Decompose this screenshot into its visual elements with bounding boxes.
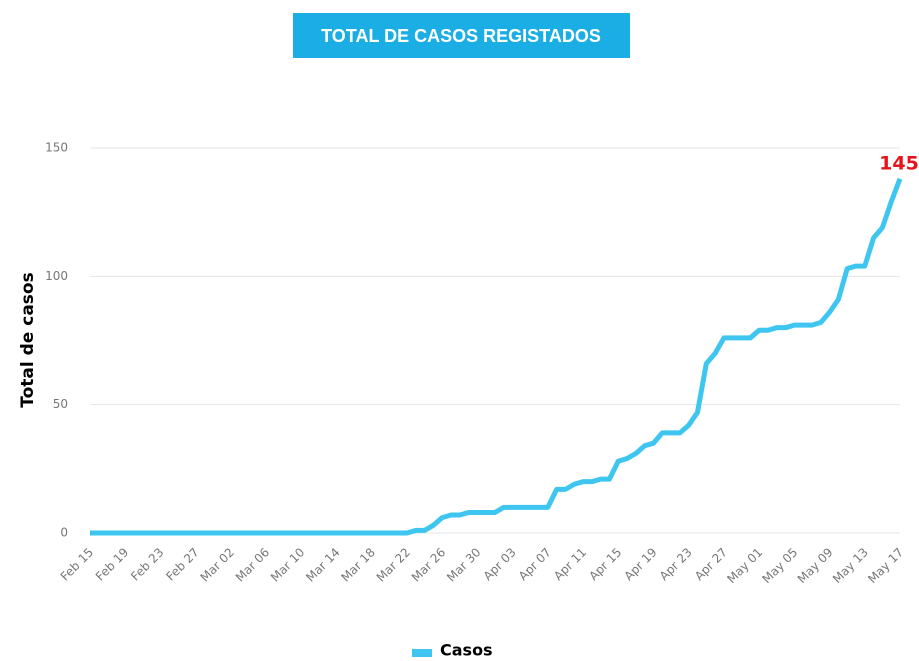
- data-line: [90, 177, 903, 536]
- x-tick-label: Apr 15: [586, 545, 624, 583]
- x-tick-label: Feb 27: [163, 545, 201, 583]
- legend-swatch: [412, 649, 432, 657]
- x-tick-label: Apr 03: [481, 545, 519, 583]
- x-tick-label: Apr 19: [622, 545, 660, 583]
- x-tick-label: Apr 23: [657, 545, 695, 583]
- x-tick-label: Mar 18: [338, 545, 377, 584]
- y-tick-label: 0: [60, 526, 68, 540]
- y-axis-label: Total de casos: [18, 272, 38, 407]
- x-tick-label: Mar 22: [374, 545, 413, 584]
- title-box: [293, 13, 630, 58]
- annotation: 145: [879, 153, 919, 175]
- x-tick-label: Mar 30: [444, 545, 483, 584]
- x-tick-label: May 17: [865, 545, 906, 586]
- x-tick-label: Mar 02: [198, 545, 237, 584]
- x-tick-label: Apr 07: [516, 545, 554, 583]
- x-tick-label: Feb 15: [58, 545, 96, 583]
- legend-label: Casos: [440, 641, 493, 660]
- x-tick-label: May 09: [795, 545, 836, 586]
- x-tick-label: Mar 14: [303, 545, 342, 584]
- x-tick-label: Mar 26: [409, 545, 448, 584]
- chart-title: TOTAL DE CASOS REGISTADOS: [321, 26, 601, 46]
- y-tick-label: 100: [45, 269, 68, 283]
- x-tick-label: Feb 19: [93, 545, 131, 583]
- x-tick-label: May 01: [724, 545, 765, 586]
- y-tick-label: 50: [53, 397, 68, 411]
- x-tick-label: Mar 10: [268, 545, 307, 584]
- x-tick-label: May 05: [760, 545, 801, 586]
- x-tick-label: Apr 11: [551, 545, 589, 583]
- y-tick-label: 150: [45, 141, 68, 155]
- x-tick-label: Mar 06: [233, 545, 272, 584]
- x-tick-label: Feb 23: [128, 545, 166, 583]
- x-tick-label: May 13: [830, 545, 871, 586]
